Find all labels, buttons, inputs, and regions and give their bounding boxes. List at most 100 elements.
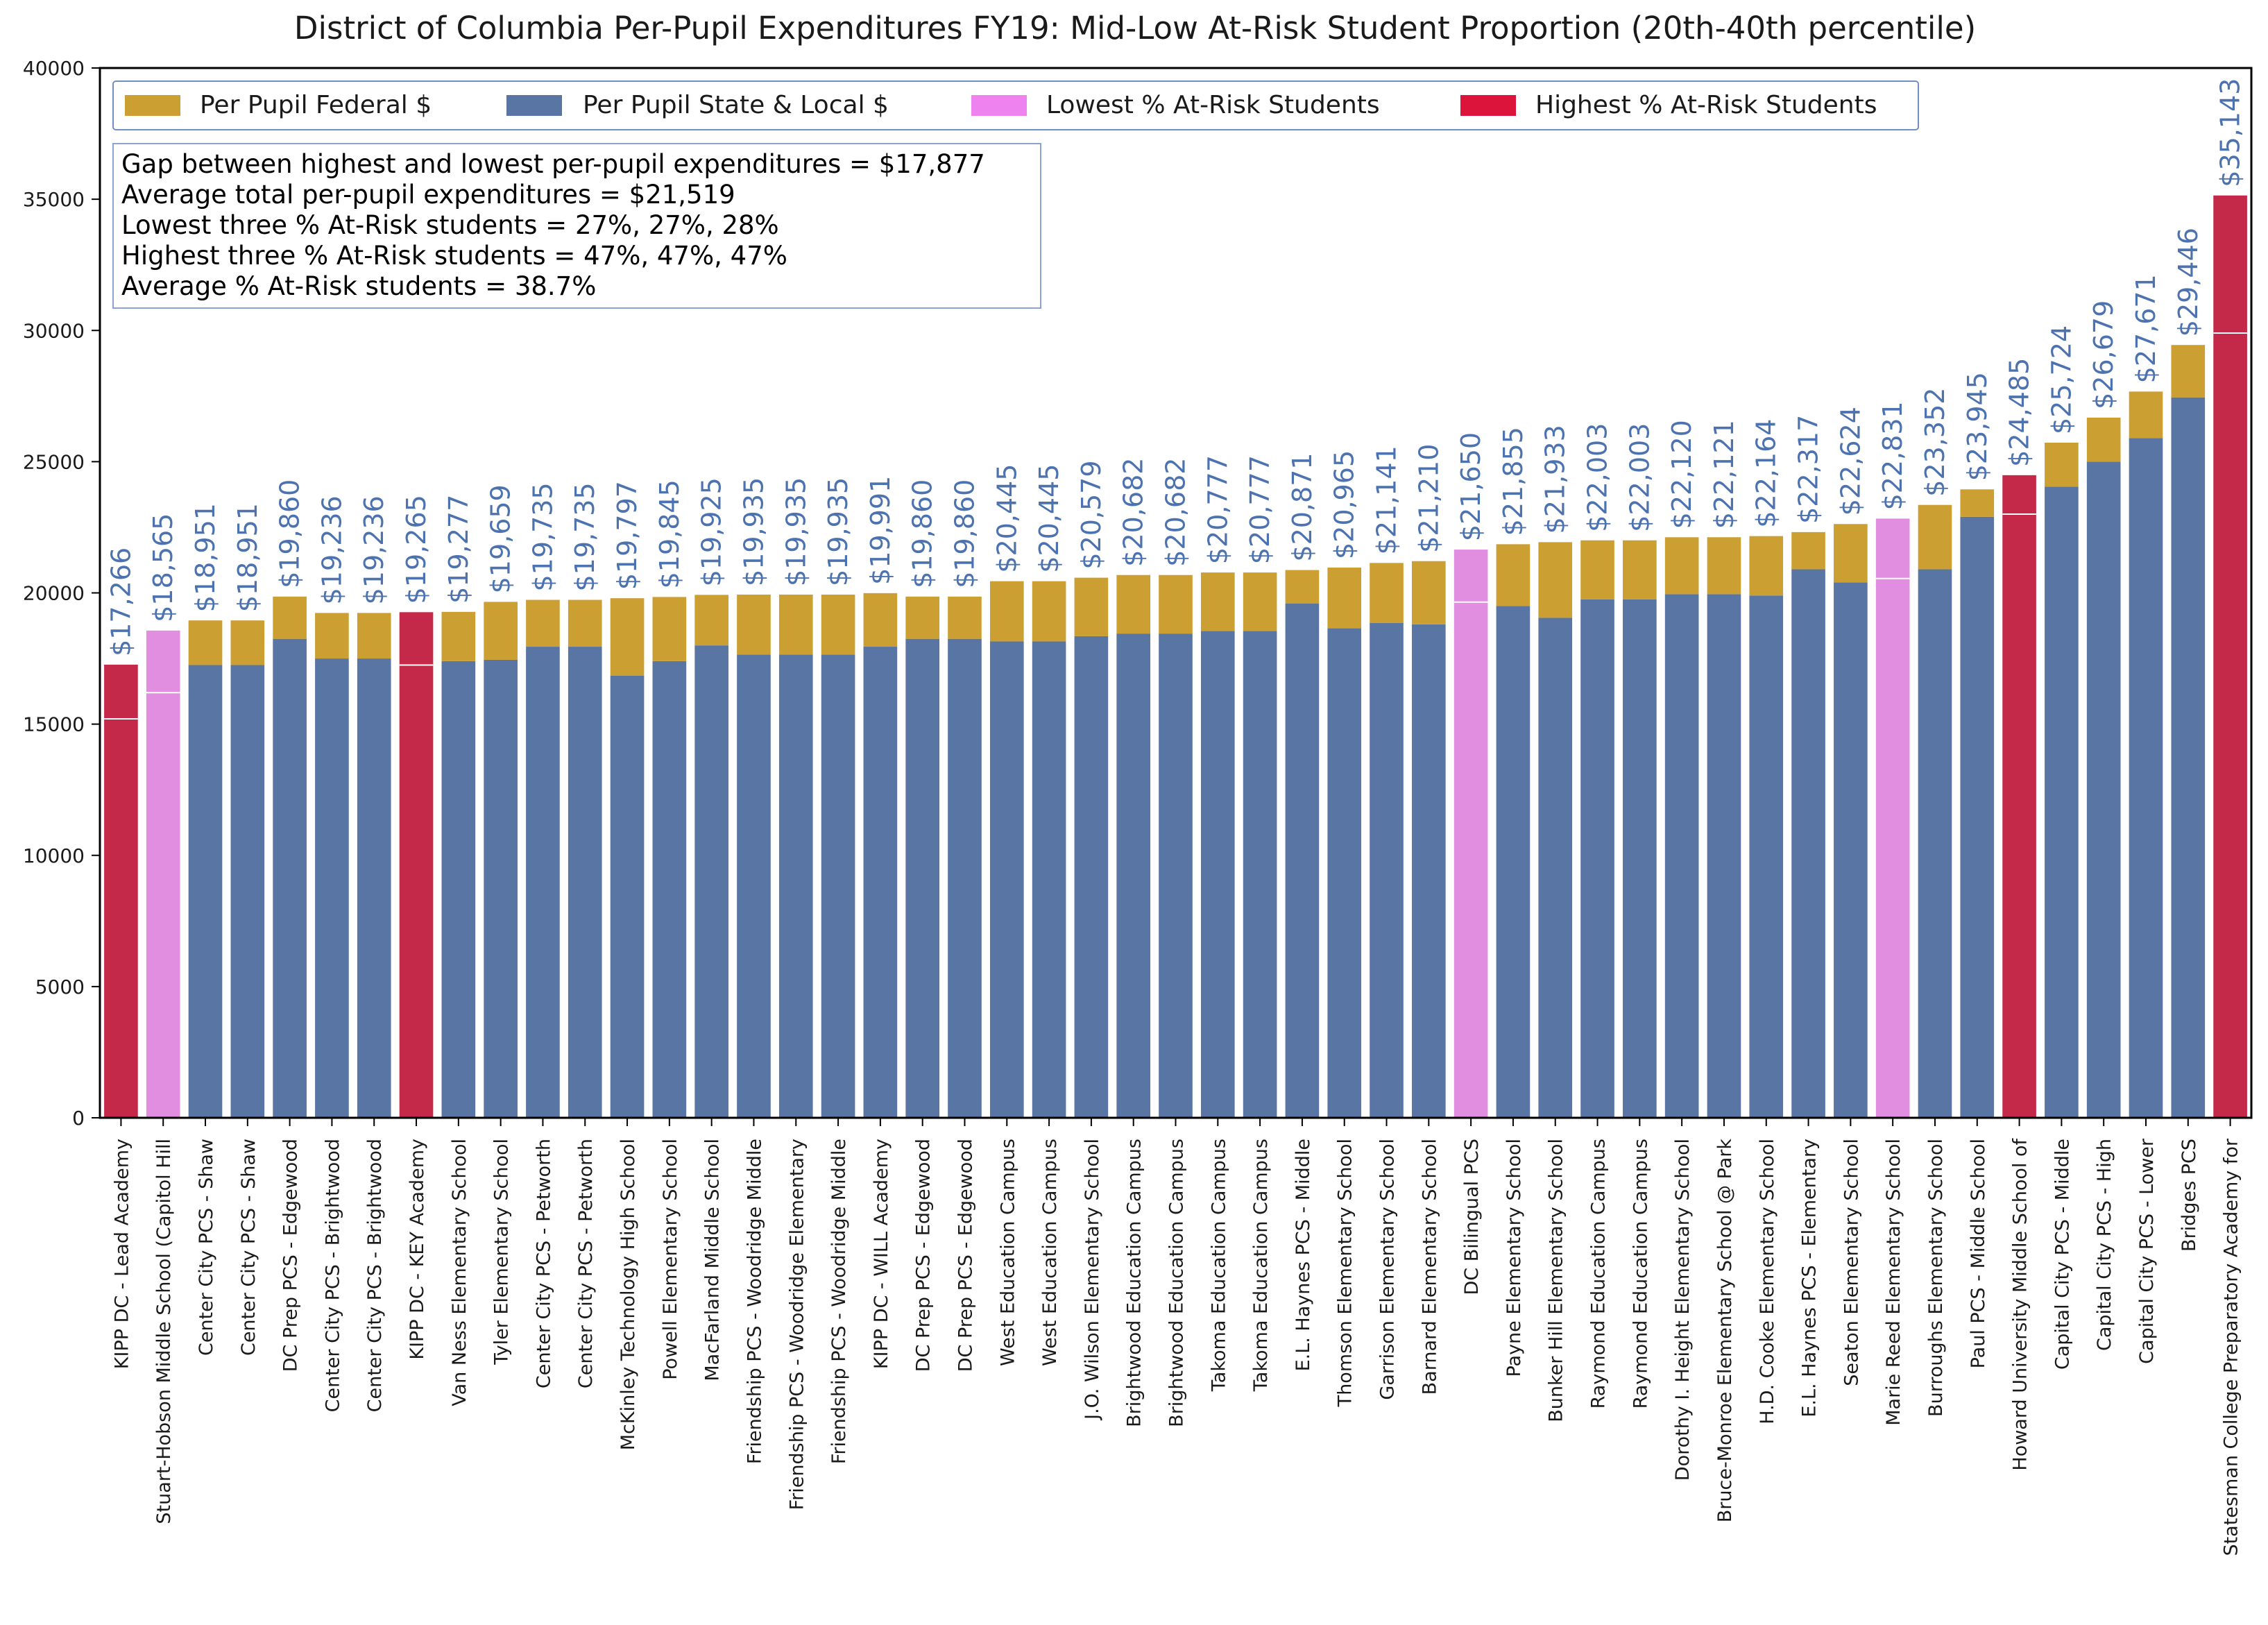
bar-state-local [230,665,265,1118]
total-label: $20,965 [1329,450,1360,559]
y-tick-label: 10000 [23,844,85,867]
x-tick-label: Tyler Elementary School [491,1139,513,1365]
total-label: $19,236 [316,495,347,604]
bar-federal [441,611,476,661]
bar-state-local [484,659,518,1118]
bar-state-local [652,661,687,1118]
x-tick-label: McKinley Technology High School [617,1139,639,1450]
x-tick-label: Statesman College Preparatory Academy fo… [2221,1138,2242,1556]
bar-federal [273,596,307,639]
bar-state-local [1159,633,1193,1118]
bar-state-local [188,665,223,1118]
bar-federal [1412,561,1446,624]
x-tick-label: Stuart-Hobson Middle School (Capitol Hil… [153,1139,175,1524]
bar-federal [1623,540,1657,599]
y-tick-label: 35000 [23,188,85,211]
total-label: $20,682 [1118,458,1149,567]
bar-federal [1707,537,1741,595]
bar-state-local [778,654,813,1118]
total-label: $19,925 [697,477,727,586]
x-tick-label: Van Ness Elementary School [449,1139,470,1406]
x-tick-label: DC Prep PCS - Edgewood [913,1139,935,1372]
bar-federal [2171,345,2206,398]
bar-federal [905,596,939,639]
bar-state-local [1538,618,1573,1118]
x-tick-label: DC Prep PCS - Edgewood [280,1139,302,1372]
y-axis: 0 5000 10000 15000 20000 25000 30000 35000 40000 [23,57,100,1130]
total-label: $29,446 [2173,228,2203,337]
bar-federal [778,594,813,655]
bar-state-local [1327,628,1362,1118]
bar-lowest-at-risk [1453,550,1488,1118]
bar-federal [188,620,223,665]
total-label: $19,935 [738,477,769,586]
x-tick-label: Center City PCS - Shaw [196,1139,217,1356]
x-tick-label: Capital City PCS - High [2094,1139,2115,1351]
y-tick-label: 20000 [23,582,85,605]
bar-federal [526,599,560,647]
bar-federal [315,613,349,659]
bar-state-local [1412,624,1446,1118]
total-label: $23,945 [1962,372,1993,481]
bar-state-local [1200,631,1235,1118]
y-tick-label: 15000 [23,713,85,736]
bar-state-local [1834,582,1868,1118]
bar-state-local [1032,641,1066,1118]
total-label: $19,277 [443,495,474,604]
x-tick-label: Raymond Education Campus [1588,1139,1610,1409]
legend-label-federal: Per Pupil Federal $ [200,91,432,119]
total-label: $19,860 [275,479,305,588]
total-label: $20,777 [1202,455,1233,564]
bar-federal [694,595,728,646]
total-label: $20,445 [1034,464,1064,573]
x-tick-label: Powell Elementary School [660,1139,681,1380]
y-tick-label: 40000 [23,57,85,80]
total-label: $21,650 [1456,432,1486,541]
legend-swatch-highest [1460,95,1516,116]
x-tick-label: DC Prep PCS - Edgewood [955,1139,976,1372]
bar-federal [1243,572,1277,631]
legend-swatch-federal [125,95,180,116]
legend-swatch-lowest [971,95,1027,116]
x-tick-label: J.O. Wilson Elementary School [1082,1139,1103,1421]
bar-state-local [1791,569,1825,1118]
bar-federal [1538,542,1573,618]
bar-highest-at-risk [399,612,434,1118]
bar-state-local [821,654,855,1118]
total-label: $19,935 [823,477,853,586]
bar-state-local [1496,606,1531,1118]
x-tick-label: Brightwood Education Campus [1166,1139,1188,1427]
bar-federal [821,594,855,655]
total-label: $21,855 [1498,427,1528,536]
bar-state-local [1116,633,1151,1118]
bar-state-local [1580,599,1614,1118]
total-label: $22,003 [1624,423,1655,532]
x-tick-label: Paul PCS - Middle School [1968,1139,1989,1368]
bar-state-local [694,645,728,1118]
x-tick-label: MacFarland Middle School [702,1139,724,1381]
x-tick-label: Center City PCS - Brightwood [322,1139,343,1412]
annotation-box: Gap between highest and lowest per-pupil… [112,143,1041,309]
bar-state-local [2045,486,2079,1118]
total-label: $19,845 [654,479,685,588]
bar-state-local [863,647,898,1118]
bar-state-local [905,638,939,1118]
total-label: $19,735 [570,482,600,591]
bar-federal [1159,575,1193,634]
legend: Per Pupil Federal $ Per Pupil State & Lo… [112,80,1919,130]
bar-federal [2045,442,2079,487]
bar-state-local [2086,461,2121,1118]
annotation-line-gap: Gap between highest and lowest per-pupil… [121,149,985,179]
bar-federal [1749,536,1784,596]
x-tick-label: Burroughs Elementary School [1925,1139,1947,1417]
bar-state-local [1623,599,1657,1118]
x-tick-label: Center City PCS - Petworth [533,1139,554,1388]
total-label: $19,659 [486,484,516,593]
bar-state-local [989,641,1024,1118]
bar-federal [1285,570,1320,604]
annotation-line-lowest-three: Lowest three % At-Risk students = 27%, 2… [121,210,779,240]
total-label: $22,121 [1709,420,1739,529]
x-tick-label: Friendship PCS - Woodridge Middle [828,1139,850,1464]
total-label: $22,003 [1583,423,1613,532]
bar-state-local [1285,603,1320,1118]
